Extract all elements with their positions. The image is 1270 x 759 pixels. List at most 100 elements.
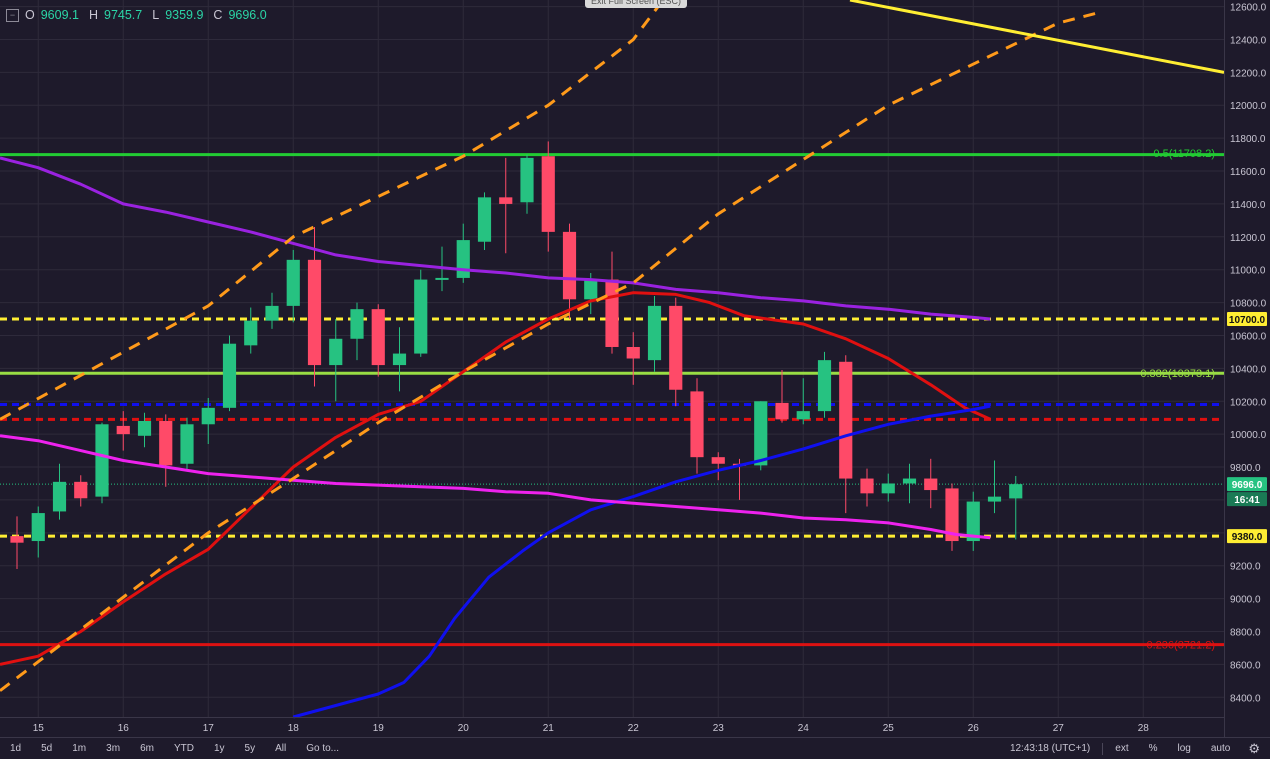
- candle-down: [775, 402, 789, 420]
- channel-line: [0, 0, 665, 421]
- candle-up: [435, 277, 449, 280]
- candle-up: [414, 279, 428, 354]
- range-5d[interactable]: 5d: [41, 743, 53, 754]
- goto-button[interactable]: Go to...: [306, 743, 340, 754]
- auto-toggle[interactable]: auto: [1210, 743, 1231, 754]
- y-tick-label: 11400.0: [1230, 200, 1266, 211]
- candle-up: [350, 309, 364, 339]
- candle-up: [222, 343, 237, 408]
- gear-icon[interactable]: ⚙: [1248, 740, 1260, 756]
- price-chart[interactable]: 0.5(11708.2)0.382(10373.1)0.236(8721.2) …: [0, 0, 1270, 737]
- range-1y[interactable]: 1y: [213, 743, 225, 754]
- x-tick-label: 21: [543, 723, 555, 734]
- x-tick-label: 28: [1138, 723, 1150, 734]
- candle-up: [456, 240, 470, 278]
- candle-up: [329, 338, 343, 366]
- open-label: O: [25, 8, 35, 22]
- candle-up: [265, 305, 279, 321]
- range-ytd[interactable]: YTD: [173, 743, 194, 754]
- x-tick-label: 20: [458, 723, 470, 734]
- price-tag-last-bg: [1227, 477, 1267, 492]
- divider: [1102, 742, 1104, 755]
- range-all[interactable]: All: [275, 743, 287, 754]
- y-tick-label: 11200.0: [1230, 233, 1266, 244]
- exit-fullscreen-button[interactable]: Exit Full Screen (ESC): [585, 0, 688, 8]
- ema-magenta-line: [0, 434, 991, 540]
- x-tick-label: 23: [713, 723, 725, 734]
- candle-up: [817, 360, 832, 412]
- ext-toggle[interactable]: ext: [1115, 743, 1129, 754]
- price-tag-last: 9696.0: [1232, 480, 1263, 491]
- candle-down: [499, 197, 513, 204]
- channel-line: [0, 11, 1097, 692]
- price-tag-countdown: 16:41: [1234, 495, 1260, 506]
- candle-down: [711, 457, 725, 464]
- ema-blue-line: [292, 404, 991, 719]
- y-tick-label: 8800.0: [1230, 627, 1261, 638]
- bottom-toolbar: 1d 5d 1m 3m 6m YTD 1y 5y All Go to... 12…: [0, 737, 1270, 759]
- trend-line: [849, 0, 1225, 74]
- range-5y[interactable]: 5y: [244, 743, 256, 754]
- x-tick-label: 18: [288, 723, 300, 734]
- candle-up: [31, 513, 45, 542]
- candle-up: [201, 407, 215, 425]
- candle-down: [860, 478, 874, 494]
- y-tick-label: 11600.0: [1230, 167, 1266, 178]
- price-tag-10700-bg: [1227, 312, 1267, 327]
- x-tick-label: 22: [628, 723, 640, 734]
- candle-up: [180, 424, 194, 464]
- high-value: 9745.7: [104, 8, 143, 22]
- range-1d[interactable]: 1d: [10, 743, 22, 754]
- high-label: H: [88, 8, 98, 22]
- candle-up: [95, 424, 109, 497]
- x-tick-label: 17: [203, 723, 215, 734]
- fib-level-label: 0.236(8721.2): [1147, 639, 1216, 651]
- low-value: 9359.9: [165, 8, 204, 22]
- x-tick-label: 26: [968, 723, 980, 734]
- y-tick-label: 9000.0: [1230, 595, 1261, 606]
- candle-down: [562, 231, 577, 300]
- candle-up: [244, 320, 258, 346]
- candle-up: [902, 478, 917, 484]
- y-tick-label: 10400.0: [1230, 364, 1267, 375]
- percent-toggle[interactable]: %: [1148, 743, 1158, 754]
- candle-up: [137, 420, 152, 436]
- time-axis[interactable]: 15 16 17 18 19 20 21 22 23 24 25 26 27 28: [33, 723, 1150, 734]
- price-tags: 10700.0 9696.0 16:41 9380.0: [1227, 312, 1267, 544]
- y-tick-label: 9800.0: [1230, 463, 1261, 474]
- collapse-icon[interactable]: −: [6, 8, 19, 22]
- y-tick-label: 8600.0: [1230, 660, 1261, 671]
- fib-level-label: 0.382(10373.1): [1140, 368, 1215, 380]
- candle-up: [584, 279, 598, 300]
- close-label: C: [213, 8, 223, 22]
- clock[interactable]: 12:43:18 (UTC+1): [1009, 743, 1091, 754]
- candle-up: [520, 157, 534, 203]
- candle-down: [839, 361, 853, 479]
- candle-down: [945, 488, 959, 542]
- candle-down: [159, 420, 173, 466]
- x-tick-label: 27: [1053, 723, 1065, 734]
- range-6m[interactable]: 6m: [140, 743, 154, 754]
- open-value: 9609.1: [40, 8, 79, 22]
- price-tag-9380: 9380.0: [1232, 532, 1263, 543]
- y-tick-label: 12600.0: [1230, 3, 1267, 14]
- y-tick-label: 10000.0: [1230, 430, 1267, 441]
- ema-red-line: [0, 291, 991, 666]
- y-tick-label: 9200.0: [1230, 562, 1261, 573]
- trend-channels: [0, 0, 1225, 692]
- y-tick-label: 10800.0: [1230, 299, 1267, 310]
- y-tick-label: 12000.0: [1230, 101, 1267, 112]
- price-tag-10700: 10700.0: [1229, 315, 1266, 326]
- log-toggle[interactable]: log: [1177, 743, 1191, 754]
- range-3m[interactable]: 3m: [106, 743, 121, 754]
- range-1m[interactable]: 1m: [72, 743, 87, 754]
- candle-up: [286, 259, 300, 306]
- moving-averages: [0, 156, 991, 719]
- close-value: 9696.0: [228, 8, 267, 22]
- candle-down: [626, 346, 640, 359]
- y-tick-label: 11800.0: [1230, 134, 1266, 145]
- price-tag-countdown-bg: [1227, 492, 1267, 507]
- x-tick-label: 16: [118, 723, 130, 734]
- y-tick-label: 8400.0: [1230, 693, 1261, 704]
- candle-down: [541, 156, 555, 232]
